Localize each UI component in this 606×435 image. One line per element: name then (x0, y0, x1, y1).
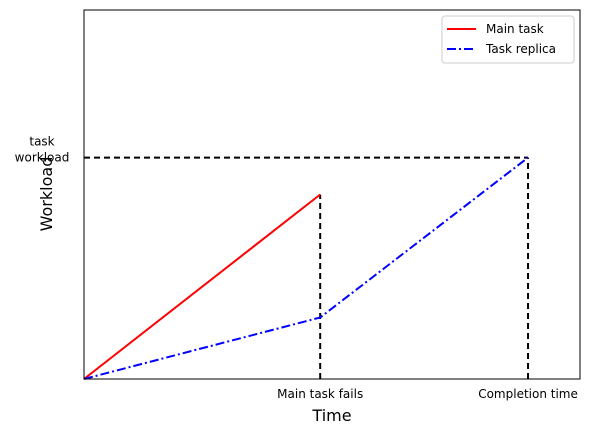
x-tick-label-0: Main task fails (277, 387, 363, 401)
plot-area (84, 10, 580, 379)
x-tick-label-1: Completion time (478, 387, 578, 401)
y-tick-labels: task workload (15, 135, 70, 165)
y-axis-label: Workload (37, 157, 56, 232)
series-line-1 (83, 156, 529, 380)
legend-label-1: Task replica (485, 42, 556, 56)
legend-frame (441, 15, 575, 64)
series-line-0 (83, 193, 321, 380)
y-tick-label-0: task workload (15, 135, 70, 165)
legend: Main task Task replica (441, 15, 575, 64)
reference-lines (84, 156, 530, 379)
plot-frame (83, 9, 581, 380)
series-lines (83, 156, 529, 380)
x-axis-label: Time (311, 406, 351, 425)
legend-label-0: Main task (486, 22, 544, 36)
x-tick-labels: Main task fails Completion time (277, 387, 578, 401)
